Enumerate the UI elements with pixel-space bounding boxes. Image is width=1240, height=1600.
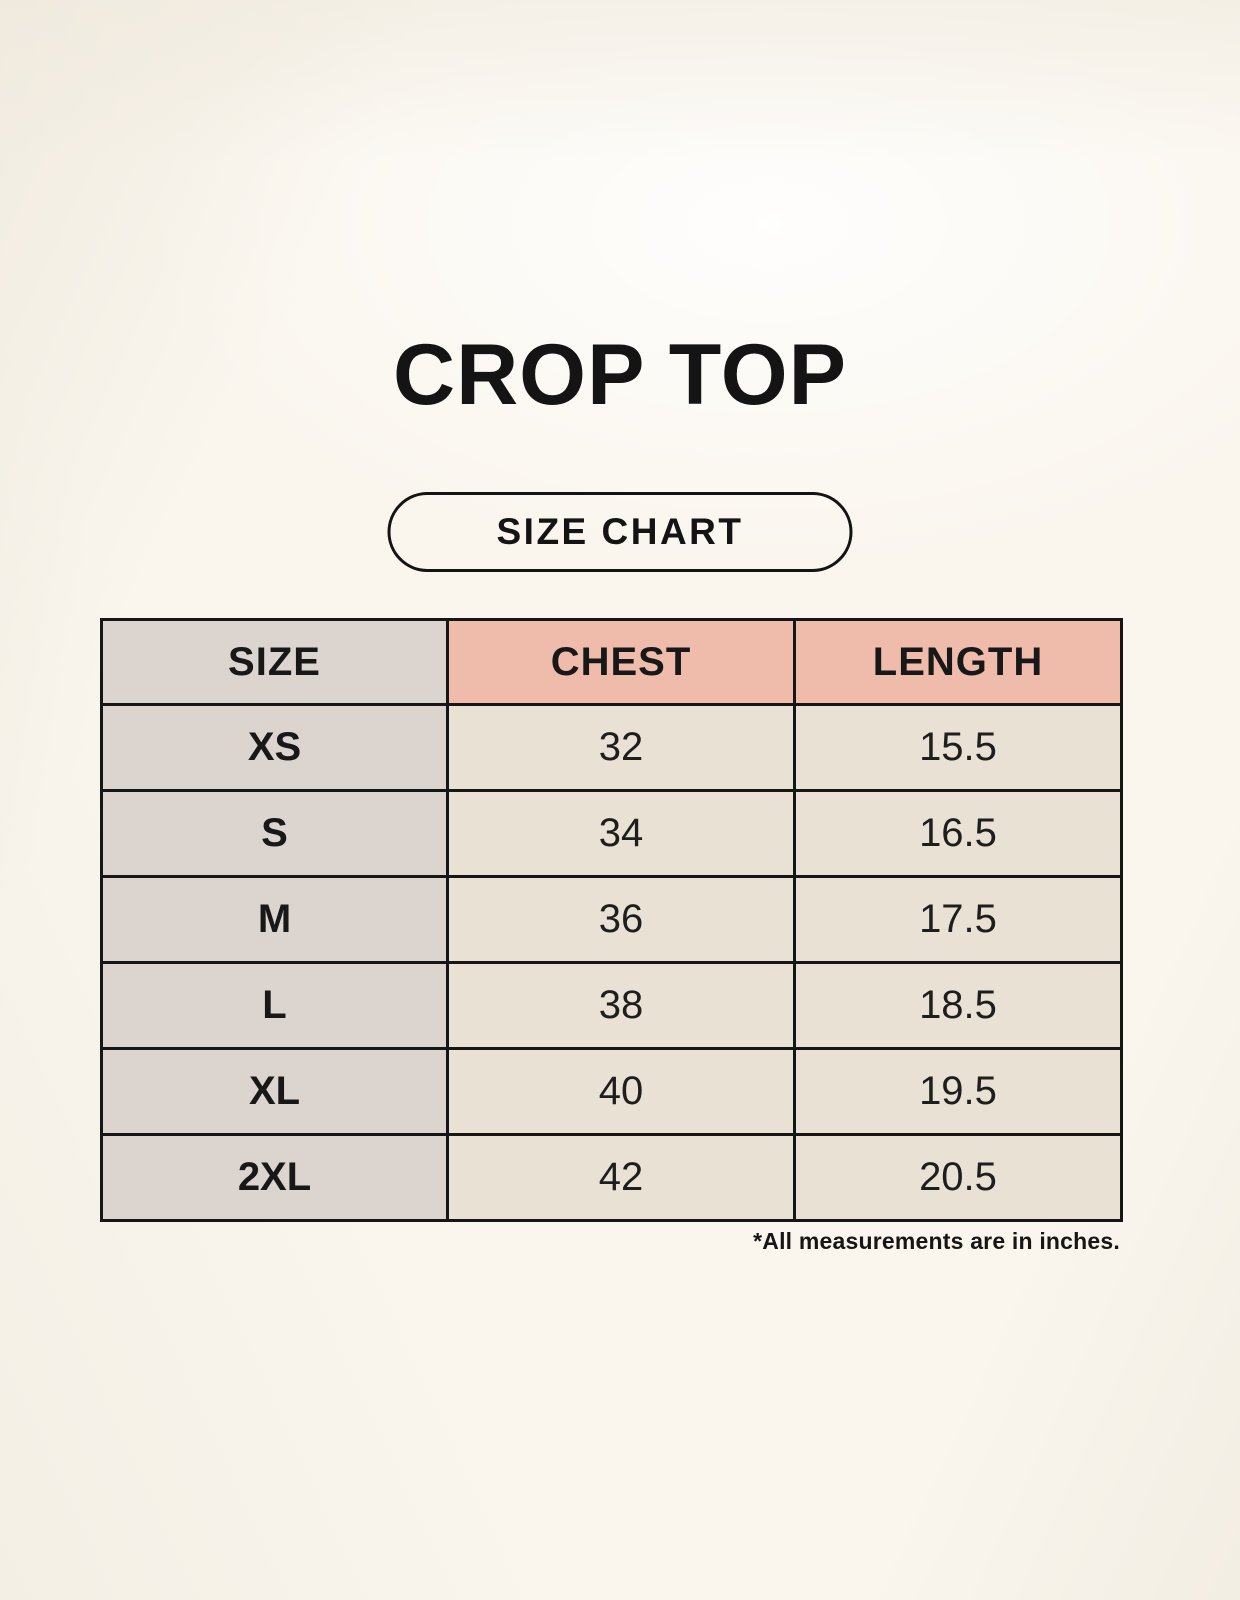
size-cell: M: [100, 875, 449, 964]
table-row: XS 32 15.5: [100, 703, 1123, 792]
size-cell: XL: [100, 1047, 449, 1136]
length-cell: 17.5: [793, 875, 1123, 964]
table-row: S 34 16.5: [100, 789, 1123, 878]
size-cell: 2XL: [100, 1133, 449, 1222]
length-cell: 16.5: [793, 789, 1123, 878]
measurements-note: *All measurements are in inches.: [753, 1228, 1120, 1254]
table-row: XL 40 19.5: [100, 1047, 1123, 1136]
size-cell: XS: [100, 703, 449, 792]
length-cell: 20.5: [793, 1133, 1123, 1222]
length-cell: 19.5: [793, 1047, 1123, 1136]
table-row: M 36 17.5: [100, 875, 1123, 964]
chest-cell: 40: [446, 1047, 796, 1136]
header-row: SIZE CHEST LENGTH: [100, 618, 1123, 706]
length-cell: 15.5: [793, 703, 1123, 792]
column-header-chest: CHEST: [446, 618, 796, 706]
chest-cell: 42: [446, 1133, 796, 1222]
chest-cell: 38: [446, 961, 796, 1050]
column-header-size: SIZE: [100, 618, 449, 706]
table-row: 2XL 42 20.5: [100, 1133, 1123, 1222]
product-title: CROP TOP: [392, 327, 848, 423]
table-row: L 38 18.5: [100, 961, 1123, 1050]
chest-cell: 34: [446, 789, 796, 878]
size-cell: L: [100, 961, 449, 1050]
length-cell: 18.5: [793, 961, 1123, 1050]
size-chart-badge: SIZE CHART: [387, 492, 853, 572]
size-cell: S: [100, 789, 449, 878]
size-chart-badge-label: SIZE CHART: [496, 511, 744, 552]
chest-cell: 36: [446, 875, 796, 964]
column-header-length: LENGTH: [793, 618, 1123, 706]
chest-cell: 32: [446, 703, 796, 792]
size-chart-table: SIZE CHEST LENGTH XS 32 15.5 S 34 16.5 M…: [100, 618, 1123, 1222]
